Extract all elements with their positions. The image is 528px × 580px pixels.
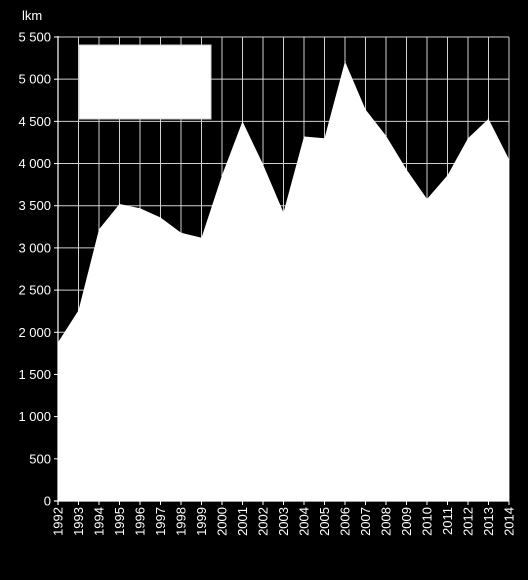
x-tick-label-1994: 1994 xyxy=(92,507,107,536)
x-tick-label-2002: 2002 xyxy=(256,507,271,536)
data-point-1993 xyxy=(77,309,80,311)
data-point-2009 xyxy=(405,168,408,171)
x-tick-label-2005: 2005 xyxy=(317,507,332,536)
y-tick-label-11: 5 500 xyxy=(18,30,51,45)
data-point-2002 xyxy=(262,163,264,165)
data-point-1996 xyxy=(139,207,141,209)
x-tick-label-1999: 1999 xyxy=(194,507,209,536)
x-tick-label-1995: 1995 xyxy=(112,507,127,536)
x-tick-label-2009: 2009 xyxy=(399,507,414,536)
data-point-2014 xyxy=(508,158,510,160)
data-point-1997 xyxy=(159,216,162,219)
x-tick-label-2008: 2008 xyxy=(379,507,394,536)
data-point-2012 xyxy=(467,137,469,139)
legend-box xyxy=(78,44,212,120)
y-tick-label-6: 3 000 xyxy=(18,240,51,255)
data-point-2000 xyxy=(221,174,223,176)
area-series xyxy=(57,60,510,501)
x-tick-label-2014: 2014 xyxy=(502,507,517,536)
x-tick-label-2011: 2011 xyxy=(440,507,455,535)
x-tick-label-2000: 2000 xyxy=(215,507,230,536)
data-point-2010 xyxy=(426,198,428,200)
data-point-1998 xyxy=(180,232,182,234)
data-point-2013 xyxy=(487,118,490,120)
data-point-2011 xyxy=(446,174,449,176)
x-tick-label-1996: 1996 xyxy=(133,507,148,536)
axes xyxy=(54,36,510,505)
x-tick-label-2004: 2004 xyxy=(297,507,312,536)
data-point-1994 xyxy=(98,228,100,230)
data-point-2008 xyxy=(385,135,387,137)
y-tick-label-5: 2 500 xyxy=(18,283,51,298)
x-tick-label-2010: 2010 xyxy=(420,507,435,536)
y-tick-label-10: 5 000 xyxy=(18,72,51,87)
x-tick-label-2007: 2007 xyxy=(358,507,373,536)
data-point-2007 xyxy=(364,108,367,111)
x-tick-label-2006: 2006 xyxy=(338,507,353,536)
y-tick-label-9: 4 500 xyxy=(18,114,51,129)
y-tick-label-1: 500 xyxy=(29,451,51,466)
y-tick-label-3: 1 500 xyxy=(18,367,51,382)
x-tick-label-1997: 1997 xyxy=(153,507,168,536)
data-point-2003 xyxy=(282,211,285,214)
y-tick-label-7: 3 500 xyxy=(18,198,51,213)
x-tick-label-2012: 2012 xyxy=(461,507,476,536)
area-fill xyxy=(58,61,509,501)
data-point-1995 xyxy=(118,203,121,205)
y-tick-label-8: 4 000 xyxy=(18,156,51,171)
x-tick-labels: 1992 1993 1994 1995 1996 1997 1998 1999 2000 2001… xyxy=(51,507,517,536)
x-tick-label-1998: 1998 xyxy=(174,507,189,536)
x-tick-label-1992: 1992 xyxy=(51,507,66,536)
x-tick-label-1993: 1993 xyxy=(71,507,86,536)
x-tick-label-2013: 2013 xyxy=(481,507,496,536)
x-tick-label-2001: 2001 xyxy=(235,507,250,536)
data-point-2004 xyxy=(303,135,305,138)
y-unit-label: lkm xyxy=(22,8,42,23)
y-tick-label-2: 1 000 xyxy=(18,409,51,424)
y-tick-labels: 0 500 1 000 1 500 2 000 2 500 3 000 3 500 4 000 4… xyxy=(18,30,51,509)
data-point-2006 xyxy=(344,60,346,63)
data-point-2005 xyxy=(323,137,326,139)
y-tick-label-4: 2 000 xyxy=(18,325,51,340)
x-tick-label-2003: 2003 xyxy=(276,507,291,536)
data-point-1999 xyxy=(200,237,203,239)
data-point-2001 xyxy=(241,120,244,122)
y-tick-label-0: 0 xyxy=(44,494,51,509)
